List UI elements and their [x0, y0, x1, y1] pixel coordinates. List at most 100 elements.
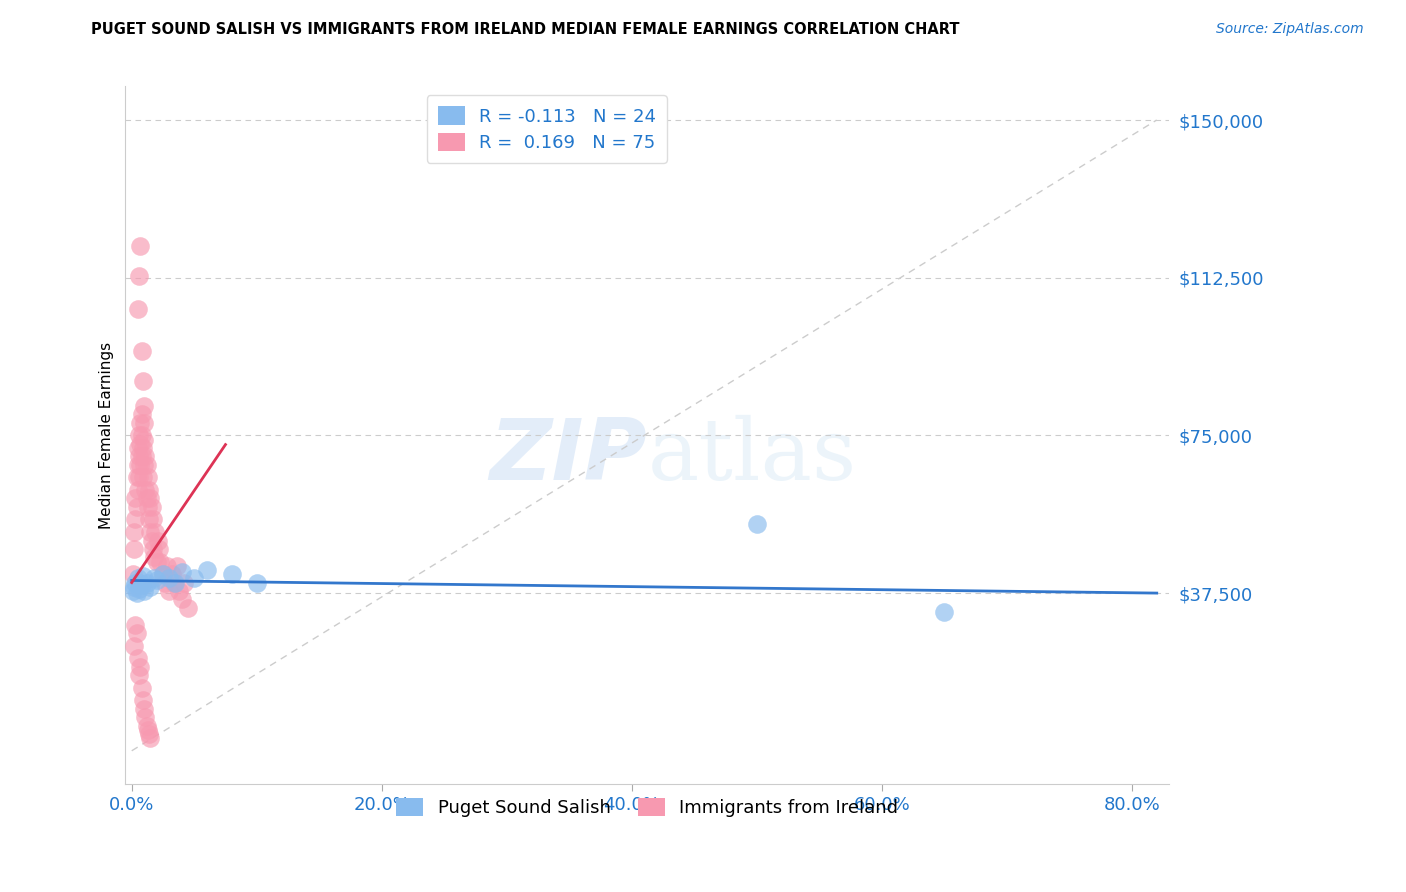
Legend: Puget Sound Salish, Immigrants from Ireland: Puget Sound Salish, Immigrants from Irel… [389, 790, 905, 824]
Point [170, 565, 193, 579]
Point [135, 718, 157, 732]
Point [139, 731, 162, 746]
Point [129, 437, 152, 451]
Point [246, 575, 269, 590]
Point [155, 575, 177, 590]
Point [141, 533, 163, 548]
Point [129, 458, 152, 472]
Text: ZIP: ZIP [489, 415, 647, 498]
Text: atlas: atlas [647, 415, 856, 498]
Point [131, 344, 153, 359]
Point [134, 433, 156, 447]
Point [132, 470, 155, 484]
Point [134, 702, 156, 716]
Point [138, 727, 160, 741]
Point [139, 491, 162, 506]
Point [131, 408, 153, 422]
Point [136, 500, 159, 514]
Text: Source: ZipAtlas.com: Source: ZipAtlas.com [1216, 22, 1364, 37]
Point [131, 450, 153, 464]
Point [143, 571, 166, 585]
Point [129, 239, 152, 253]
Point [134, 710, 156, 724]
Point [122, 584, 145, 599]
Point [138, 512, 160, 526]
Point [122, 580, 145, 594]
Point [139, 580, 162, 594]
Point [160, 567, 183, 582]
Point [163, 575, 186, 590]
Point [132, 569, 155, 583]
Point [124, 512, 146, 526]
Point [125, 470, 148, 484]
Point [183, 571, 205, 585]
Point [146, 533, 169, 548]
Point [128, 582, 150, 596]
Point [167, 584, 190, 599]
Point [131, 428, 153, 442]
Point [143, 550, 166, 565]
Point [157, 571, 180, 585]
Point [165, 575, 187, 590]
Point [132, 374, 155, 388]
Point [136, 470, 159, 484]
Point [170, 592, 193, 607]
Point [122, 639, 145, 653]
Point [166, 558, 188, 573]
Point [141, 500, 163, 514]
Point [145, 574, 167, 588]
Point [131, 577, 153, 591]
Point [135, 491, 157, 506]
Point [134, 483, 156, 497]
Point [129, 416, 152, 430]
Point [129, 659, 152, 673]
Point [122, 525, 145, 540]
Point [128, 450, 150, 464]
Point [145, 555, 167, 569]
Y-axis label: Median Female Earnings: Median Female Earnings [100, 342, 114, 529]
Point [127, 483, 149, 497]
Point [131, 681, 153, 695]
Point [134, 399, 156, 413]
Point [142, 541, 165, 556]
Point [195, 563, 218, 577]
Point [136, 723, 159, 737]
Point [127, 571, 149, 585]
Point [125, 500, 148, 514]
Point [127, 458, 149, 472]
Point [127, 302, 149, 317]
Point [122, 541, 145, 556]
Point [125, 626, 148, 640]
Point [134, 416, 156, 430]
Point [142, 512, 165, 526]
Point [177, 600, 200, 615]
Point [127, 441, 149, 455]
Point [128, 268, 150, 283]
Point [134, 584, 156, 599]
Point [128, 668, 150, 682]
Point [152, 567, 174, 582]
Point [132, 693, 155, 707]
Point [934, 605, 956, 619]
Point [138, 483, 160, 497]
Point [124, 617, 146, 632]
Point [745, 516, 768, 531]
Point [134, 458, 156, 472]
Point [132, 441, 155, 455]
Point [139, 525, 162, 540]
Text: PUGET SOUND SALISH VS IMMIGRANTS FROM IRELAND MEDIAN FEMALE EARNINGS CORRELATION: PUGET SOUND SALISH VS IMMIGRANTS FROM IR… [91, 22, 960, 37]
Point [128, 428, 150, 442]
Point [122, 567, 145, 582]
Point [129, 575, 152, 590]
Point [173, 575, 195, 590]
Point [148, 541, 170, 556]
Point [124, 491, 146, 506]
Point [145, 525, 167, 540]
Point [127, 651, 149, 665]
Point [124, 575, 146, 590]
Point [128, 470, 150, 484]
Point [157, 584, 180, 599]
Point [152, 567, 174, 582]
Point [135, 458, 157, 472]
Point [156, 558, 179, 573]
